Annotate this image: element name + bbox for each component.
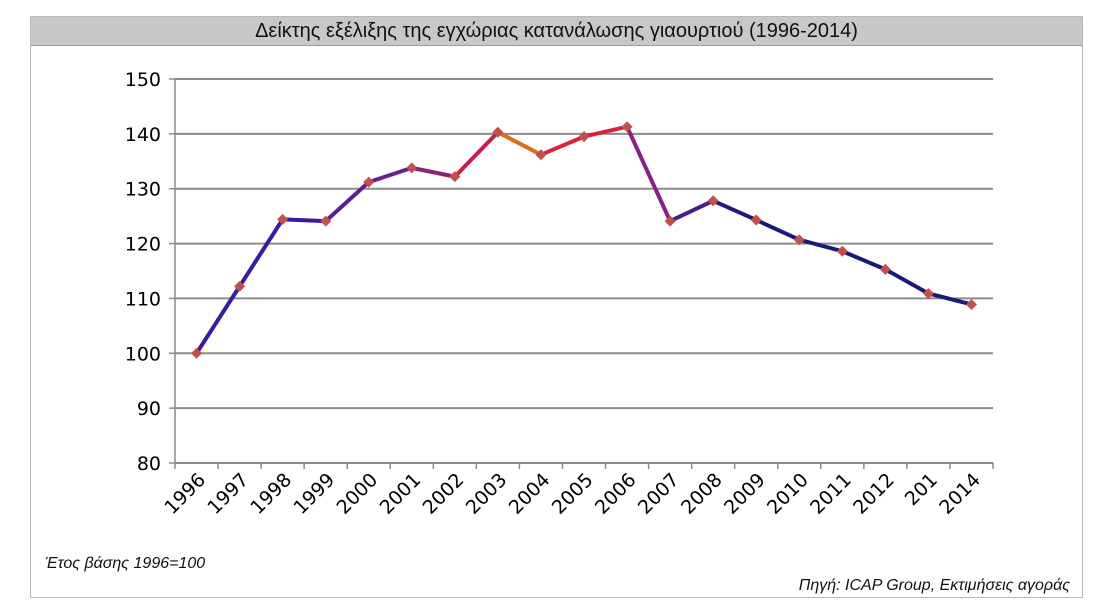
- series-line-segment: [625, 124, 673, 224]
- series-line-segment: [538, 134, 586, 157]
- series-line-segment: [323, 180, 371, 224]
- line-chart: 8090100110120130140150199619971998199920…: [125, 69, 994, 519]
- series-line-segment: [668, 198, 716, 224]
- base-year-note: Έτος βάσης 1996=100: [45, 555, 206, 572]
- x-tick-label: 2006: [591, 469, 641, 519]
- x-tick-label: 2011: [806, 469, 856, 519]
- data-point: [965, 298, 977, 310]
- series-line-segment: [409, 165, 457, 179]
- x-tick-label: 2001: [376, 469, 426, 519]
- x-tick-label: 2003: [462, 469, 512, 519]
- series-line-segment: [495, 130, 543, 157]
- series-line-segment: [582, 124, 630, 139]
- x-tick-label: 1999: [289, 469, 339, 519]
- data-point: [922, 287, 934, 299]
- data-point: [578, 131, 590, 143]
- y-tick-label: 110: [125, 288, 161, 310]
- y-tick-label: 120: [125, 234, 161, 256]
- data-point: [191, 347, 203, 359]
- data-point: [277, 213, 289, 225]
- x-tick-label: 2000: [333, 469, 383, 519]
- series-line-segment: [797, 237, 845, 254]
- data-point: [492, 126, 504, 138]
- x-tick-label: 2005: [548, 469, 598, 519]
- x-tick-label: 1997: [203, 469, 253, 519]
- y-tick-label: 140: [125, 124, 161, 146]
- data-point: [535, 149, 547, 161]
- data-point: [320, 215, 332, 227]
- series-line-segment: [452, 130, 500, 179]
- series-line-segment: [754, 217, 802, 242]
- x-tick-label: 2010: [763, 469, 813, 519]
- data-point: [793, 234, 805, 246]
- data-point: [406, 162, 418, 174]
- chart-frame: Δείκτης εξέλιξης της εγχώριας κατανάλωση…: [30, 16, 1083, 598]
- source-note: Πηγή: ICAP Group, Εκτιμήσεις αγοράς: [798, 577, 1070, 594]
- data-point: [449, 171, 461, 183]
- x-tick-label: 2004: [505, 469, 555, 519]
- series-line-segment: [280, 217, 328, 224]
- x-tick-label: 2009: [720, 469, 770, 519]
- x-tick-label: 2014: [935, 469, 985, 519]
- x-tick-label: 2012: [849, 469, 899, 519]
- data-point: [879, 263, 891, 275]
- x-tick-label: 2007: [634, 469, 684, 519]
- x-tick-label: 2008: [677, 469, 727, 519]
- data-point: [836, 245, 848, 257]
- y-tick-label: 130: [125, 179, 161, 201]
- data-point: [234, 280, 246, 292]
- x-tick-label: 2002: [419, 469, 469, 519]
- series-line-segment: [883, 267, 931, 296]
- chart-title: Δείκτης εξέλιξης της εγχώριας κατανάλωση…: [31, 17, 1082, 46]
- data-point: [664, 215, 676, 227]
- x-tick-label: 1998: [246, 469, 296, 519]
- series-line-segment: [711, 198, 759, 222]
- data-point: [621, 121, 633, 133]
- data-point: [707, 195, 719, 207]
- x-tick-label: 1996: [160, 469, 210, 519]
- series-line-segment: [237, 217, 285, 289]
- series-line-segment: [926, 291, 974, 307]
- series-line-segment: [366, 165, 414, 185]
- data-point: [750, 214, 762, 226]
- data-point: [363, 176, 375, 188]
- y-tick-label: 150: [125, 69, 161, 91]
- y-tick-label: 80: [137, 453, 161, 475]
- series-line-segment: [194, 284, 242, 356]
- y-tick-label: 90: [137, 398, 161, 420]
- y-tick-label: 100: [125, 343, 161, 365]
- series-line-segment: [840, 249, 888, 272]
